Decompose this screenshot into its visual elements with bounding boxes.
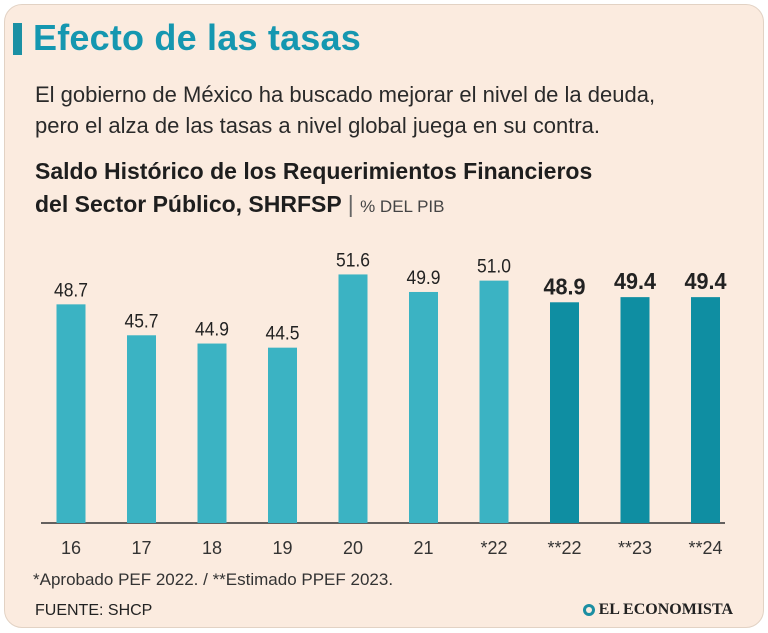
chart-title-line-2-wrap: del Sector Público, SHRFSP | % DEL PIB: [35, 188, 755, 223]
chart-title-line-1: Saldo Histórico de los Requerimientos Fi…: [35, 158, 593, 184]
x-tick-label: **22: [547, 538, 581, 558]
bar-17: [127, 335, 156, 523]
x-tick-label: 20: [343, 538, 363, 558]
data-label: 44.9: [195, 320, 229, 341]
bar-estest24: [691, 297, 720, 523]
bar-20: [338, 274, 368, 523]
chart-title-line-2: del Sector Público, SHRFSP: [35, 191, 342, 217]
page-title: Efecto de las tasas: [33, 17, 361, 58]
bar-21: [409, 291, 438, 523]
x-tick-label: **24: [688, 538, 722, 558]
chart-unit: % DEL PIB: [360, 197, 445, 216]
subtitle-line-2: pero el alza de las tasas a nivel global…: [35, 113, 601, 138]
x-tick-label: 17: [131, 538, 151, 558]
data-label: 49.9: [407, 268, 441, 289]
data-label: 48.7: [54, 280, 88, 301]
x-tick-label: 18: [202, 538, 222, 558]
subtitle-line-1: El gobierno de México ha buscado mejorar…: [35, 82, 656, 107]
source-note: FUENTE: SHCP: [35, 602, 153, 619]
x-tick-label: **23: [618, 538, 652, 558]
subtitle: El gobierno de México ha buscado mejorar…: [35, 79, 755, 141]
brand-name: EL ECONOMISTA: [598, 601, 733, 618]
bar-estest23: [620, 297, 650, 523]
brand-mark-icon: [582, 604, 595, 616]
data-label: 51.6: [336, 250, 370, 271]
data-label: 51.0: [477, 257, 511, 278]
x-tick-label: 16: [61, 538, 81, 558]
bar-16: [56, 304, 86, 523]
data-label: 49.4: [685, 268, 727, 294]
brand-logo: EL ECONOMISTA: [582, 601, 733, 619]
bar-19: [268, 347, 297, 523]
title-separator: |: [347, 191, 354, 217]
infographic-card: Efecto de las tasas El gobierno de Méxic…: [4, 4, 764, 628]
bar-estest22: [550, 302, 579, 523]
data-label: 45.7: [125, 311, 159, 332]
bar-chart: 48.7 16 45.7 17 44.9 18 44.5 19 51.6 20 49.9 21 51.0…: [41, 250, 727, 558]
x-tick-label: 19: [272, 538, 292, 558]
data-label: 48.9: [544, 273, 586, 299]
x-tick-label: *22: [480, 538, 507, 558]
title-accent-bar: [13, 23, 22, 55]
x-tick-label: 21: [413, 538, 433, 558]
data-label: 49.4: [614, 268, 656, 294]
bar-18: [197, 343, 227, 523]
bar-est22: [479, 280, 509, 523]
chart-heading: Saldo Histórico de los Requerimientos Fi…: [35, 155, 755, 223]
data-label: 44.5: [266, 324, 300, 345]
footnote: *Aprobado PEF 2022. / **Estimado PPEF 20…: [33, 570, 394, 589]
